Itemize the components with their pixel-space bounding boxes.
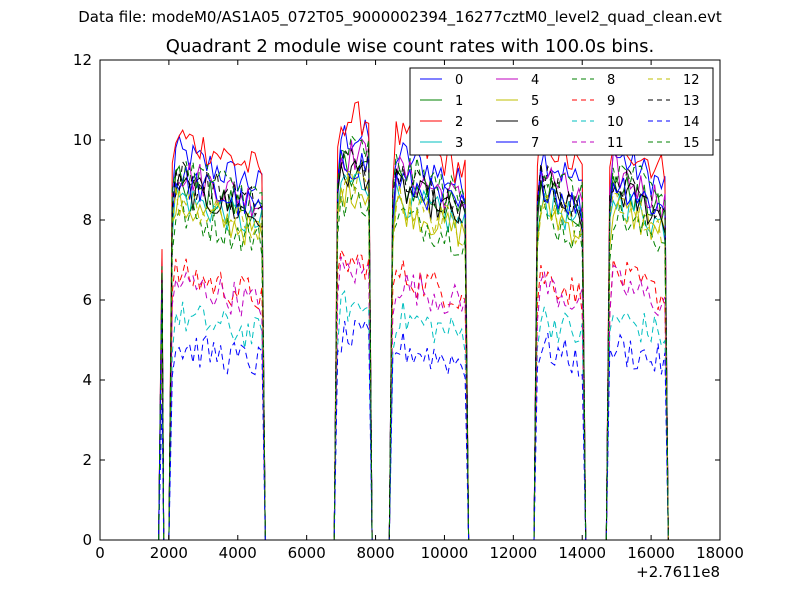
series-line-9: [158, 248, 669, 541]
legend-label-2: 2: [455, 115, 463, 130]
legend-label-15: 15: [683, 136, 700, 151]
series-lines: [158, 101, 669, 541]
x-tick-label: 16000: [627, 544, 675, 562]
legend-label-8: 8: [607, 73, 615, 88]
x-tick-label: 8000: [356, 544, 394, 562]
y-tick-label: 8: [82, 211, 92, 229]
x-tick-label: 6000: [288, 544, 326, 562]
series-line-11: [158, 256, 669, 541]
series-line-14: [158, 319, 669, 541]
legend-label-7: 7: [531, 136, 539, 151]
legend-label-3: 3: [455, 136, 463, 151]
y-tick-label: 12: [73, 51, 92, 69]
chart-title: Quadrant 2 module wise count rates with …: [165, 36, 655, 57]
x-tick-label: 2000: [150, 544, 188, 562]
axis-ticks: 0 2000 4000 6000 8000 10000 12000 14000 16000 180…: [73, 51, 744, 581]
legend-box: [409, 67, 714, 156]
legend-label-5: 5: [531, 94, 539, 109]
legend-label-6: 6: [531, 115, 539, 130]
legend-label-11: 11: [607, 136, 624, 151]
x-tick-label: 4000: [219, 544, 257, 562]
series-line-12: [158, 170, 669, 541]
legend-label-0: 0: [455, 73, 463, 88]
series-line-5: [158, 174, 669, 541]
y-tick-label: 6: [82, 291, 92, 309]
y-tick-label: 10: [73, 131, 92, 149]
series-line-1: [158, 153, 669, 541]
x-tick-label: 0: [95, 544, 105, 562]
legend-label-14: 14: [683, 115, 700, 130]
y-tick-label: 4: [82, 371, 92, 389]
legend-label-12: 12: [683, 73, 700, 88]
y-tick-label: 2: [82, 451, 92, 469]
legend-label-1: 1: [455, 94, 463, 109]
x-tick-label: 18000: [696, 544, 744, 562]
legend-label-9: 9: [607, 94, 615, 109]
series-line-8: [158, 186, 669, 541]
series-line-10: [158, 289, 669, 541]
x-tick-label: 10000: [421, 544, 469, 562]
legend-label-4: 4: [531, 73, 539, 88]
series-line-13: [158, 145, 669, 541]
x-tick-label: 14000: [558, 544, 606, 562]
plot-frame: [99, 59, 721, 541]
legend-label-10: 10: [607, 115, 624, 130]
legend-label-13: 13: [683, 94, 700, 109]
x-tick-label: 12000: [489, 544, 537, 562]
figure-suptitle: Data file: modeM0/AS1A05_072T05_90000023…: [78, 8, 722, 26]
series-line-15: [158, 134, 669, 541]
y-tick-label: 0: [82, 531, 92, 549]
x-offset-label: +2.7611e8: [636, 563, 720, 581]
